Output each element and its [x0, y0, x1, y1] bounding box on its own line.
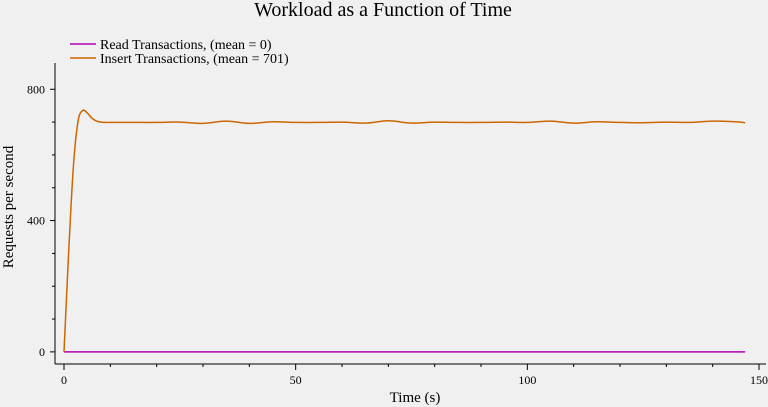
- y-axis-label: Requests per second: [1, 145, 17, 268]
- legend: Read Transactions, (mean = 0)Insert Tran…: [70, 38, 289, 67]
- legend-label-1: Read Transactions, (mean = 0): [100, 38, 272, 53]
- x-tick-label: 50: [290, 373, 302, 387]
- y-tick-label: 800: [27, 82, 45, 96]
- chart-title: Workload as a Function of Time: [254, 0, 512, 21]
- axes: 0 400 800 0 50 100 150: [27, 63, 768, 387]
- x-tick-label: 100: [518, 373, 536, 387]
- y-axis-ticks: 0 400 800: [27, 82, 55, 359]
- x-tick-label: 0: [61, 373, 67, 387]
- x-axis-label: Time (s): [390, 390, 441, 406]
- series-line-2: [63, 109, 746, 352]
- y-tick-label: 0: [39, 345, 45, 359]
- legend-label-2: Insert Transactions, (mean = 701): [100, 52, 289, 67]
- x-tick-label: 150: [750, 373, 768, 387]
- x-axis-ticks: 0 50 100 150: [61, 364, 768, 387]
- y-tick-label: 400: [27, 214, 45, 228]
- series-lines: [63, 109, 746, 353]
